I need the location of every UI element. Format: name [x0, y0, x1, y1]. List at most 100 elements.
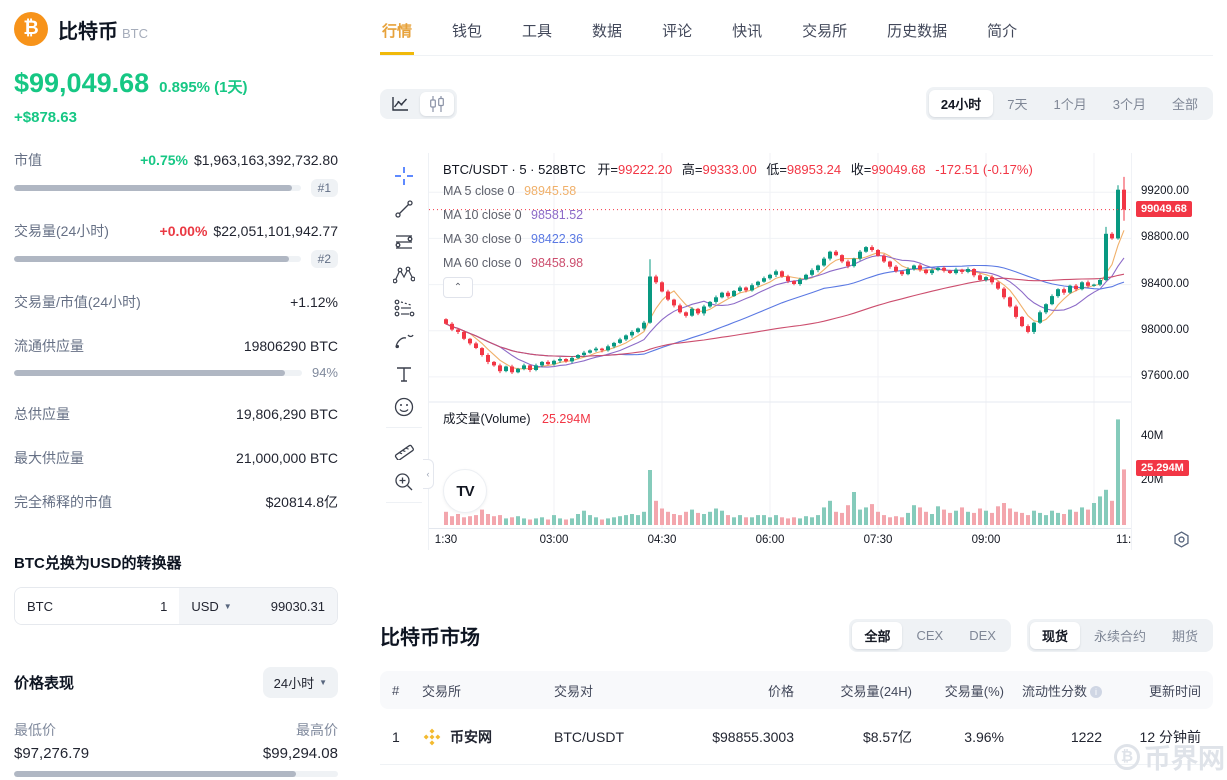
pattern-tool[interactable]	[385, 258, 423, 291]
tab-about[interactable]: 简介	[987, 23, 1018, 40]
col-updated[interactable]: 更新时间	[1148, 683, 1201, 699]
info-icon[interactable]: i	[1090, 685, 1102, 698]
tab-data[interactable]: 数据	[592, 23, 623, 40]
tab-news[interactable]: 快讯	[732, 23, 763, 40]
price-tick: 98800.00	[1141, 231, 1189, 244]
zoom-in-tool[interactable]	[385, 465, 423, 498]
time-tick: 07:30	[863, 534, 893, 546]
stat-vol-mcap: 交易量/市值(24小时) +1.12%	[14, 292, 338, 312]
tradingview-logo[interactable]: TV	[443, 469, 487, 513]
fib-lines-tool[interactable]	[385, 225, 423, 258]
tab-exchanges[interactable]: 交易所	[802, 23, 848, 40]
filter-all[interactable]: 全部	[852, 622, 903, 649]
measure-tool[interactable]	[385, 432, 423, 465]
col-volpct[interactable]: 交易量(%)	[944, 683, 1004, 699]
range-24h[interactable]: 24小时	[928, 90, 994, 117]
stat-value: $20814.8亿	[265, 494, 338, 510]
stat-label: 交易量(24小时)	[14, 223, 109, 239]
tab-comments[interactable]: 评论	[662, 23, 693, 40]
binance-logo-icon	[423, 728, 441, 745]
col-liquidity[interactable]: 流动性分数 i	[1004, 681, 1102, 700]
stat-value: $22,051,101,942.77	[213, 223, 338, 239]
volume-tick: 40M	[1141, 430, 1164, 442]
converter-title: BTC兑换为USD的转换器	[14, 555, 182, 572]
stat-value: +1.12%	[290, 294, 338, 310]
ohlc-low-label: 低=	[766, 162, 787, 177]
high-label: 最高价	[296, 722, 338, 738]
coin-name: 比特币 BTC	[58, 15, 148, 44]
cell-price: $98855.3003	[712, 728, 794, 745]
brush-tool[interactable]	[385, 324, 423, 357]
range-3m[interactable]: 3个月	[1112, 97, 1146, 112]
chart-settings-gear-icon[interactable]	[1172, 530, 1191, 549]
forecast-tool[interactable]	[385, 291, 423, 324]
coin-change-abs: +$878.63	[14, 109, 77, 126]
table-row[interactable]: 1 币安网 BTC/USDT $98855.3003 $8.57亿 3.96% …	[380, 709, 1213, 765]
crosshair-tool[interactable]	[385, 159, 423, 192]
candlestick-chart-button[interactable]	[420, 91, 454, 116]
main-panel: 行情 钱包 工具 数据 评论 快讯 交易所 历史数据 简介 24小时 7天	[380, 0, 1227, 780]
col-vol24h[interactable]: 交易量(24H)	[840, 683, 912, 699]
filter-cex[interactable]: CEX	[916, 628, 944, 643]
time-tick: 06:00	[755, 534, 785, 546]
stat-label: 总供应量	[14, 406, 70, 422]
chart-time-axis[interactable]: 1:30 03:00 04:30 06:00 07:30 09:00 11:00	[429, 528, 1131, 550]
progress-bar	[14, 369, 302, 376]
performance-range-value: 24小时	[273, 676, 315, 691]
rank-badge: #2	[310, 250, 338, 268]
stat-label: 完全稀释的市值	[14, 494, 112, 510]
legend-collapse-button[interactable]: ⌃	[443, 277, 473, 298]
volume-tick: 20M	[1141, 474, 1164, 486]
col-rank[interactable]: #	[392, 682, 400, 698]
tab-wallet[interactable]: 钱包	[452, 23, 483, 40]
range-7d[interactable]: 7天	[1007, 97, 1028, 112]
coin-symbol: BTC	[122, 25, 148, 41]
line-chart-button[interactable]	[383, 92, 418, 115]
tab-tools[interactable]: 工具	[522, 23, 553, 40]
col-price[interactable]: 价格	[767, 683, 794, 699]
col-pair[interactable]: 交易对	[554, 683, 594, 699]
stat-change: +0.75%	[140, 152, 188, 168]
col-liquidity-label: 流动性分数	[1021, 683, 1087, 699]
stat-value: 19,806,290 BTC	[236, 406, 338, 422]
coin-sidebar: ₿ 比特币 BTC $99,049.68 0.895% (1天) +$878.63…	[0, 0, 380, 780]
tab-history[interactable]: 历史数据	[887, 23, 948, 40]
filter-futures[interactable]: 期货	[1171, 629, 1198, 644]
trend-line-tool[interactable]	[385, 192, 423, 225]
ma60-label: MA 60 close 0	[443, 256, 522, 270]
cell-updated: 12 分钟前	[1139, 728, 1201, 745]
tab-quotes[interactable]: 行情	[380, 6, 415, 55]
chart-symbol: BTC/USDT · 5 · 528BTC	[443, 162, 586, 177]
col-exchange[interactable]: 交易所	[422, 683, 462, 699]
xabcd-pattern-icon	[393, 266, 415, 283]
filter-dex[interactable]: DEX	[969, 628, 996, 643]
range-1m[interactable]: 1个月	[1053, 97, 1087, 112]
stat-value: $1,963,163,392,732.80	[193, 152, 338, 168]
range-all[interactable]: 全部	[1171, 97, 1198, 112]
chart-price-axis[interactable]: 99200.00 98800.00 98400.00 98000.00 97600.00…	[1131, 153, 1213, 550]
converter-to-select[interactable]: USD ▼ 99030.31	[179, 588, 337, 624]
converter-amount-input[interactable]: 1	[160, 598, 168, 614]
stat-change: +0.00%	[159, 223, 208, 239]
emoji-tool[interactable]	[385, 390, 423, 423]
markets-table: # 交易所 交易对 价格 交易量(24H) 交易量(%) 流动性分数 i 更新时间…	[380, 671, 1213, 765]
parallel-lines-icon	[395, 234, 413, 249]
coin-price: $99,049.68	[14, 68, 150, 98]
candlestick-chart-canvas[interactable]	[429, 153, 1131, 528]
cell-exchange[interactable]: 币安网	[422, 727, 554, 747]
cell-pair[interactable]: BTC/USDT	[554, 728, 624, 745]
filter-spot[interactable]: 现货	[1029, 622, 1080, 649]
coin-header: ₿ 比特币 BTC	[14, 12, 338, 46]
text-tool[interactable]	[385, 357, 423, 390]
filter-perpetual[interactable]: 永续合约	[1093, 629, 1146, 644]
cell-volpct: 3.96%	[964, 728, 1004, 745]
line-chart-icon	[392, 97, 408, 111]
time-tick: 1:30	[434, 534, 458, 546]
chart-legend: BTC/USDT · 5 · 528BTC 开=99222.20 高=99333…	[443, 159, 1033, 178]
toolbar-collapse-handle[interactable]: ‹	[423, 459, 434, 489]
chart-plot-area[interactable]: 1:30 03:00 04:30 06:00 07:30 09:00 11:00 BTC/U…	[429, 153, 1131, 550]
toolbar-divider	[386, 427, 422, 428]
ma10-label: MA 10 close 0	[443, 208, 522, 222]
exchange-name[interactable]: 币安网	[450, 728, 492, 745]
performance-range-dropdown[interactable]: 24小时 ▼	[262, 667, 338, 698]
